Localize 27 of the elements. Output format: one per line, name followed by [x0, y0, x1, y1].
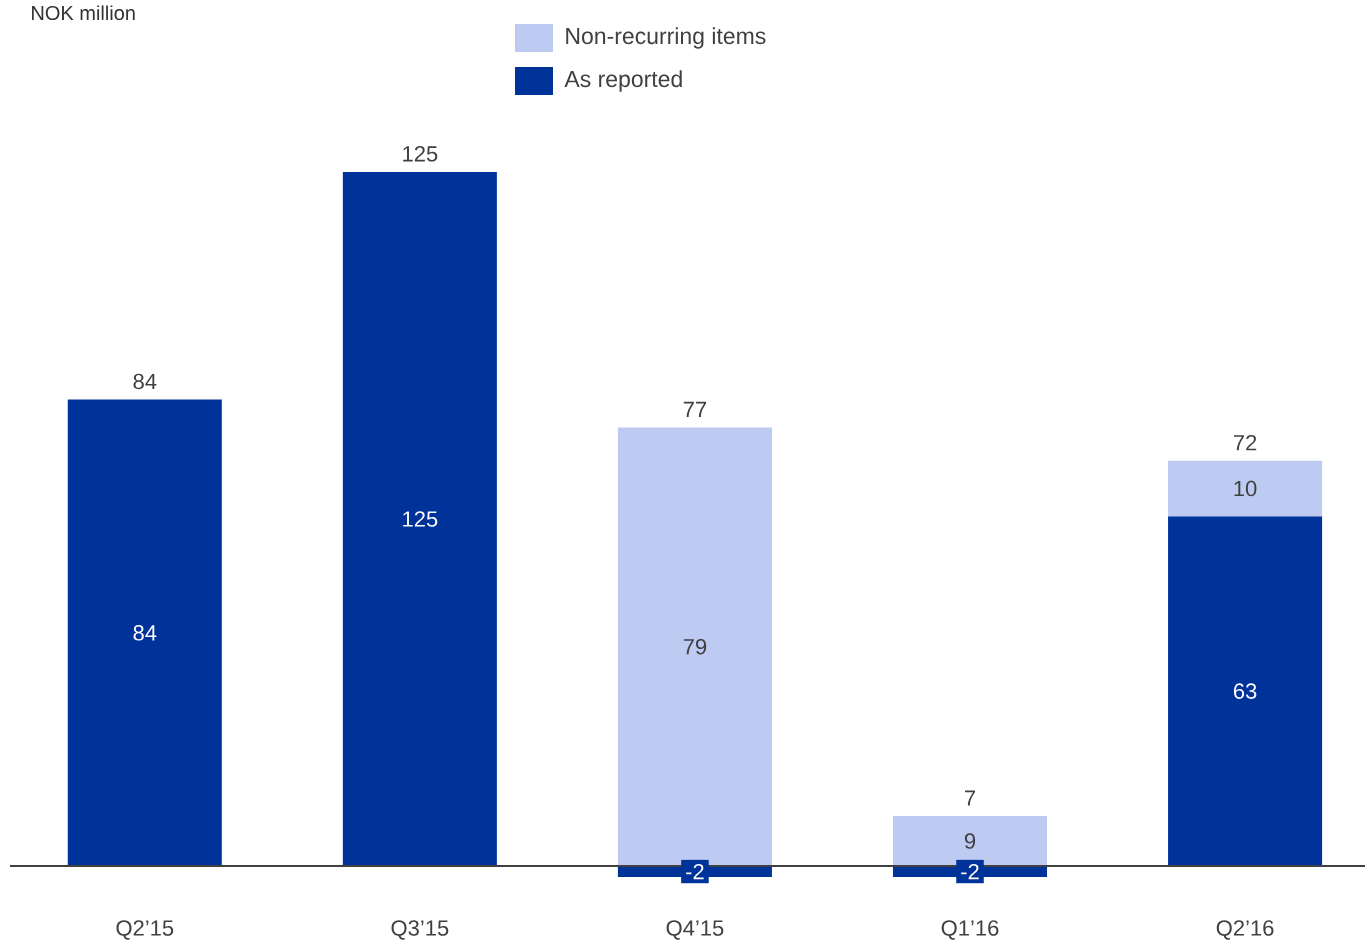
bar — [617, 427, 772, 866]
data-label: 84 — [133, 625, 157, 641]
text: NOK million — [32, 5, 135, 21]
bar — [342, 171, 497, 866]
total-label: 7 — [965, 790, 976, 806]
legend-label: Non-recurring items — [566, 27, 766, 49]
total-label: 77 — [683, 401, 707, 417]
bar — [67, 399, 222, 866]
x-tick-label: Q1’16 — [941, 920, 999, 940]
total-label: 84 — [133, 373, 157, 390]
data-label: 9 — [964, 833, 976, 849]
data-label: 63 — [1233, 683, 1257, 699]
x-tick-label: Q4’15 — [666, 920, 724, 940]
x-tick-label: Q3’15 — [391, 920, 449, 940]
bar — [892, 816, 1048, 866]
total-label: 125 — [403, 146, 438, 162]
data-label: 79 — [683, 638, 707, 655]
x-tick-label: Q2’16 — [1216, 920, 1274, 940]
bar — [1168, 460, 1323, 517]
x-tick-label: Q2’15 — [116, 920, 174, 940]
data-label: -2 — [686, 863, 704, 880]
bar — [1168, 516, 1323, 866]
data-label: 10 — [1234, 480, 1257, 497]
legend-label: As reported — [564, 70, 682, 92]
total-label: 72 — [1233, 434, 1257, 451]
data-label: 125 — [403, 511, 438, 527]
data-label: -2 — [961, 863, 979, 880]
